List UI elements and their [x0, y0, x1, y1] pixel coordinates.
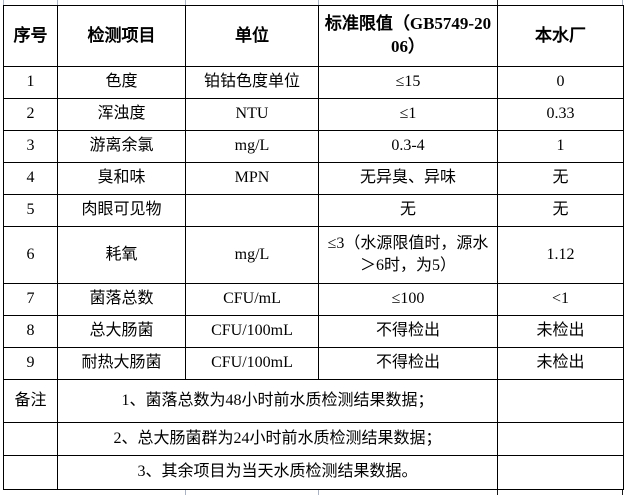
empty-cell	[497, 422, 624, 456]
cell-unit: mg/L	[185, 130, 319, 163]
cell-item: 色度	[57, 66, 186, 99]
cell-value: 0.33	[497, 98, 624, 131]
remark-row: 备注 1、菌落总数为48小时前水质检测结果数据；	[3, 379, 624, 423]
cell-no: 4	[3, 162, 58, 195]
cell-item: 总大肠菌	[57, 315, 186, 348]
table-row: 4 臭和味 MPN 无异臭、异味 无	[3, 162, 624, 195]
cell-limit: ≤15	[318, 66, 498, 99]
table-header-row: 序号 检测项目 单位 标准限值（GB5749-2006） 本水厂	[3, 5, 624, 67]
cell-item: 游离余氯	[57, 130, 186, 163]
cell-limit: 无异臭、异味	[318, 162, 498, 195]
table-row: 6 耗氧 mg/L ≤3（水源限值时，源水＞6时，为5） 1.12	[3, 226, 624, 284]
cell-no: 6	[3, 226, 58, 284]
table-row: 9 耐热大肠菌 CFU/100mL 不得检出 未检出	[3, 347, 624, 380]
cell-value: 未检出	[497, 315, 624, 348]
cell-value: <1	[497, 283, 624, 316]
table-row: 3 游离余氯 mg/L 0.3-4 1	[3, 130, 624, 163]
gridline-tick	[497, 489, 498, 495]
empty-cell	[3, 422, 58, 456]
remark-row: 3、其余项目为当天水质检测结果数据。	[3, 455, 624, 490]
cell-unit: MPN	[185, 162, 319, 195]
water-quality-table: 序号 检测项目 单位 标准限值（GB5749-2006） 本水厂 1 色度 铂钴…	[3, 5, 624, 490]
cell-item: 耐热大肠菌	[57, 347, 186, 380]
table-row: 5 肉眼可见物 无 无	[3, 194, 624, 227]
remark-note-cell: 1、菌落总数为48小时前水质检测结果数据；	[57, 379, 498, 423]
cell-unit	[185, 194, 319, 227]
cell-unit: 铂钴色度单位	[185, 66, 319, 99]
cell-item: 耗氧	[57, 226, 186, 284]
table-row: 7 菌落总数 CFU/mL ≤100 <1	[3, 283, 624, 316]
cell-unit: mg/L	[185, 226, 319, 284]
remark-label-cell: 备注	[3, 379, 58, 423]
remark-note-cell: 2、总大肠菌群为24小时前水质检测结果数据；	[57, 422, 498, 456]
cell-unit: CFU/mL	[185, 283, 319, 316]
empty-cell	[3, 455, 58, 490]
cell-limit: 不得检出	[318, 315, 498, 348]
cell-no: 1	[3, 66, 58, 99]
cell-value: 无	[497, 194, 624, 227]
cell-no: 5	[3, 194, 58, 227]
table-row: 2 浑浊度 NTU ≤1 0.33	[3, 98, 624, 131]
cell-limit: 无	[318, 194, 498, 227]
remark-note-cell: 3、其余项目为当天水质检测结果数据。	[57, 455, 498, 490]
cell-no: 9	[3, 347, 58, 380]
gridline-tick	[185, 489, 186, 495]
cell-no: 3	[3, 130, 58, 163]
header-cell-plant: 本水厂	[497, 5, 624, 67]
cell-limit: 0.3-4	[318, 130, 498, 163]
table-row: 1 色度 铂钴色度单位 ≤15 0	[3, 66, 624, 99]
cell-value: 无	[497, 162, 624, 195]
remark-row: 2、总大肠菌群为24小时前水质检测结果数据；	[3, 422, 624, 456]
cell-value: 1	[497, 130, 624, 163]
gridline-tick	[622, 489, 623, 495]
cell-item: 菌落总数	[57, 283, 186, 316]
cell-unit: NTU	[185, 98, 319, 131]
gridline-tick	[622, 0, 623, 5]
cell-value: 未检出	[497, 347, 624, 380]
cell-item: 臭和味	[57, 162, 186, 195]
cell-limit: ≤1	[318, 98, 498, 131]
cell-no: 7	[3, 283, 58, 316]
cell-limit: ≤3（水源限值时，源水＞6时，为5）	[318, 226, 498, 284]
gridline-tick	[185, 0, 186, 5]
gridline-tick	[497, 0, 498, 5]
cell-limit: ≤100	[318, 283, 498, 316]
gridline-tick	[318, 489, 319, 495]
cell-item: 肉眼可见物	[57, 194, 186, 227]
empty-cell	[497, 455, 624, 490]
header-cell-no: 序号	[3, 5, 58, 67]
gridline-tick	[318, 0, 319, 5]
cell-unit: CFU/100mL	[185, 315, 319, 348]
cell-item: 浑浊度	[57, 98, 186, 131]
cell-value: 1.12	[497, 226, 624, 284]
cell-unit: CFU/100mL	[185, 347, 319, 380]
cell-no: 8	[3, 315, 58, 348]
gridline-tick	[57, 0, 58, 5]
cell-limit: 不得检出	[318, 347, 498, 380]
cell-value: 0	[497, 66, 624, 99]
header-cell-unit: 单位	[185, 5, 319, 67]
table-row: 8 总大肠菌 CFU/100mL 不得检出 未检出	[3, 315, 624, 348]
cell-no: 2	[3, 98, 58, 131]
header-cell-limit: 标准限值（GB5749-2006）	[318, 5, 498, 67]
gridline-tick	[3, 0, 4, 5]
empty-cell	[497, 379, 624, 423]
header-cell-item: 检测项目	[57, 5, 186, 67]
